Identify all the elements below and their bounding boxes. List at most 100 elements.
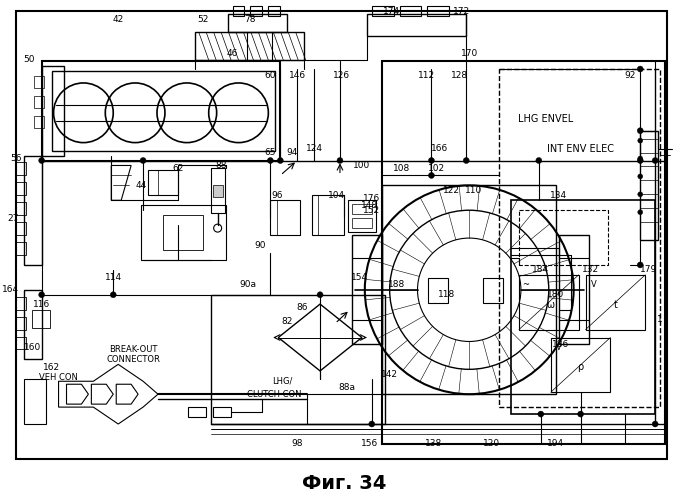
Text: 44: 44 [135,181,146,190]
Bar [372,6,394,16]
Text: 152: 152 [363,206,380,214]
Bar [382,186,555,394]
Text: 46: 46 [227,48,238,58]
Text: ρ: ρ [577,362,583,372]
Bar [24,156,42,265]
Bar [228,14,287,32]
Bar [211,168,224,213]
Circle shape [428,172,434,178]
Text: 142: 142 [381,370,398,379]
Bar [213,186,222,198]
Text: 160: 160 [25,343,42,352]
Text: 86: 86 [296,303,308,312]
Bar [34,116,44,128]
Bar [250,6,263,16]
Bar [348,200,376,232]
Text: 186: 186 [552,340,569,349]
Bar [42,66,64,156]
Circle shape [267,158,274,164]
Text: t: t [614,300,618,310]
Text: LHG/: LHG/ [272,377,293,386]
Text: 146: 146 [289,72,306,80]
Bar [148,170,178,196]
Bar [268,6,280,16]
Bar [270,200,300,235]
Circle shape [577,411,583,417]
Circle shape [140,158,146,164]
Circle shape [637,174,643,179]
Text: V: V [591,280,596,289]
Text: 138: 138 [425,440,442,448]
Bar [586,275,645,330]
Text: 82: 82 [282,317,293,326]
Bar [31,310,50,328]
Circle shape [39,158,44,164]
Text: 65: 65 [265,148,276,157]
Circle shape [652,421,658,427]
Bar [24,380,46,424]
Bar [24,290,42,360]
Circle shape [463,158,469,164]
Text: 52: 52 [197,15,209,24]
Bar [16,296,26,310]
Circle shape [536,158,542,164]
Bar [499,69,660,407]
Text: 194: 194 [547,440,564,448]
Text: 122: 122 [443,186,460,195]
Circle shape [337,158,343,164]
Text: CONNECTOR: CONNECTOR [106,355,160,364]
Circle shape [637,138,643,143]
Circle shape [369,421,375,427]
Circle shape [637,210,643,214]
Text: 148: 148 [361,201,378,210]
Bar [551,338,610,392]
Text: 118: 118 [438,290,455,299]
Bar [367,14,466,36]
Bar [34,96,44,108]
Circle shape [538,411,544,417]
Bar [211,294,384,424]
Circle shape [637,156,643,161]
Bar [233,6,244,16]
Bar [163,215,202,250]
Text: 56: 56 [10,154,22,163]
Text: 90a: 90a [239,280,256,289]
Text: 128: 128 [451,72,468,80]
Text: ~: ~ [523,280,529,289]
Text: 100: 100 [353,161,371,170]
Text: 1: 1 [657,315,663,324]
Text: 132: 132 [582,266,599,274]
Bar [382,61,665,444]
Text: LHG ENVEL: LHG ENVEL [518,114,573,124]
Text: 102: 102 [428,164,445,173]
Bar [188,407,206,417]
Bar [352,235,382,344]
Text: 188: 188 [388,280,405,289]
Text: ω: ω [547,300,555,310]
Text: 110: 110 [464,186,482,195]
Text: 134: 134 [550,191,567,200]
Circle shape [637,128,643,134]
Bar [352,204,372,214]
Text: 162: 162 [43,363,60,372]
Text: 96: 96 [272,191,283,200]
Text: 156: 156 [361,440,378,448]
Circle shape [652,158,658,164]
Bar [16,202,26,215]
Text: 120: 120 [482,440,499,448]
Bar [519,210,609,265]
Text: 116: 116 [33,300,51,309]
Bar [399,6,421,16]
Text: 94: 94 [287,148,298,157]
Text: 88a: 88a [339,382,356,392]
Bar [511,200,655,414]
Bar [16,182,26,196]
Text: 27: 27 [8,214,18,222]
Circle shape [637,158,643,164]
Text: CLUTCH CON: CLUTCH CON [247,390,302,398]
Text: 50: 50 [23,54,34,64]
Text: 88: 88 [215,161,226,170]
Text: 164: 164 [1,286,18,294]
Text: Фиг. 34: Фиг. 34 [302,474,386,493]
Text: 184: 184 [532,266,549,274]
